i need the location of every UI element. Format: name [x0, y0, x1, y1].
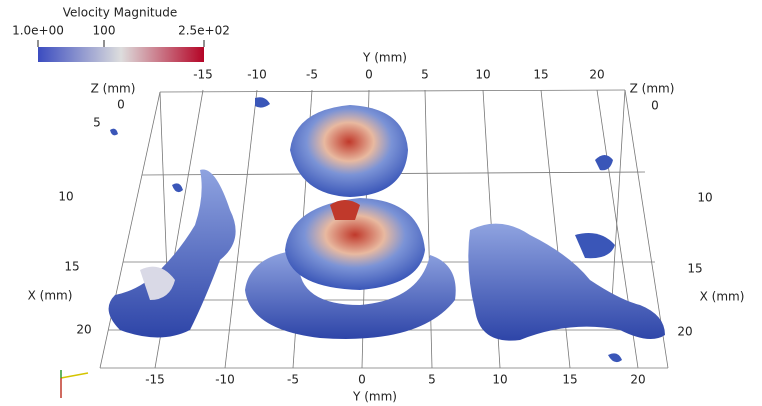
tick-label: 0	[117, 98, 125, 112]
isosurfaces	[108, 97, 665, 363]
axis-title: Y (mm)	[352, 390, 397, 404]
tick-label: 0	[365, 68, 373, 82]
tick-label: 15	[64, 260, 79, 274]
tick-label: -5	[306, 68, 318, 82]
tick-label: 10	[492, 373, 507, 387]
tick-label: -15	[145, 373, 165, 387]
tick-label: 10	[697, 191, 712, 205]
tick-label: 5	[421, 68, 429, 82]
axis-title: X (mm)	[700, 290, 745, 304]
tick-label: 20	[76, 323, 91, 337]
colorbar: Velocity Magnitude 1.0e+00 100 2.5e+02	[12, 6, 230, 62]
tick-label: -10	[215, 373, 235, 387]
tick-label: 5	[428, 373, 436, 387]
tick-label: 20	[677, 325, 692, 339]
tick-label: 20	[630, 373, 645, 387]
tick-label: 20	[589, 68, 604, 82]
axis-title: Y (mm)	[362, 51, 407, 65]
tick-label: 15	[533, 68, 548, 82]
tick-label: 0	[651, 99, 659, 113]
tick-label: 10	[475, 68, 490, 82]
axis-title: X (mm)	[28, 289, 73, 303]
orientation-axes	[60, 370, 89, 398]
colorbar-gradient	[38, 47, 204, 62]
tick-label: -5	[287, 373, 299, 387]
colorbar-title: Velocity Magnitude	[63, 6, 177, 20]
tick-label: 5	[93, 116, 101, 130]
colorbar-label: 1.0e+00	[12, 24, 64, 38]
axis-title: Z (mm)	[91, 82, 136, 96]
tick-label: 15	[562, 373, 577, 387]
colorbar-label: 2.5e+02	[178, 24, 230, 38]
tick-label: -10	[247, 68, 267, 82]
tick-label: 10	[58, 190, 73, 204]
tick-label: 0	[358, 373, 366, 387]
tick-label: -15	[193, 68, 213, 82]
tick-label: 15	[687, 262, 702, 276]
axis-labels: Y (mm) Y (mm) Z (mm) Z (mm) X (mm) X (mm…	[28, 51, 745, 404]
colorbar-label: 100	[93, 24, 116, 38]
axis-title: Z (mm)	[630, 82, 675, 96]
